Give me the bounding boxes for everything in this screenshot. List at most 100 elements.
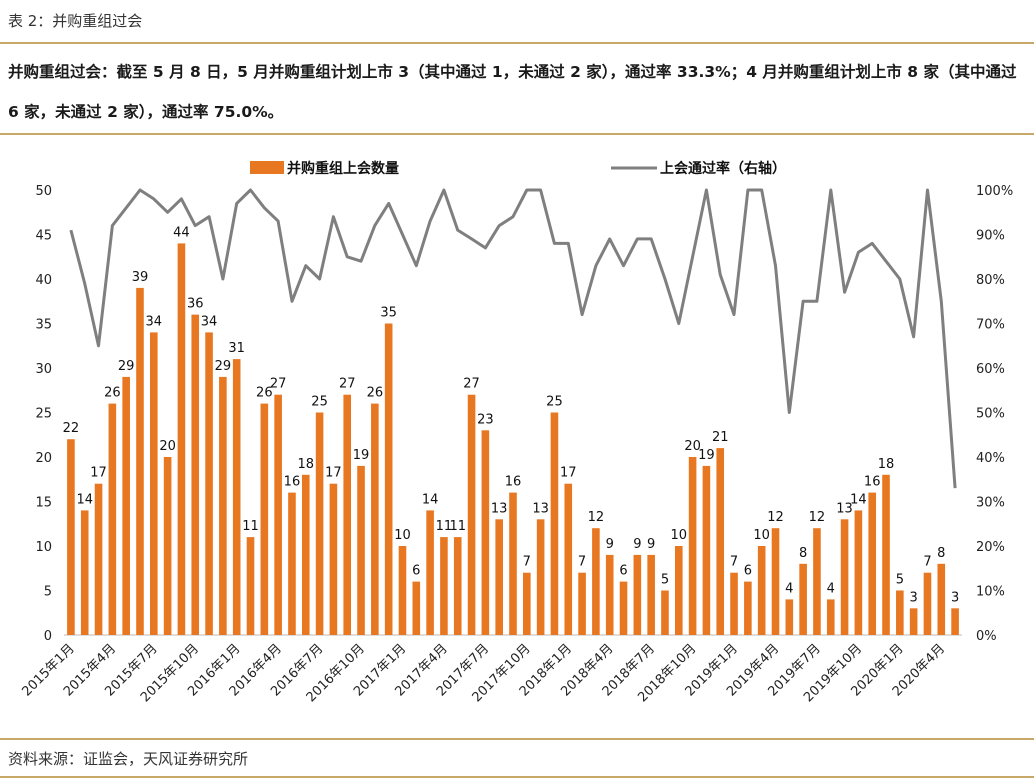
- bar: [813, 528, 821, 635]
- right-axis-tick-label: 80%: [976, 273, 1005, 288]
- bar: [716, 448, 725, 635]
- left-axis-tick-label: 35: [35, 318, 52, 333]
- bar: [150, 332, 158, 635]
- bar: [67, 439, 75, 635]
- bar-value-label: 12: [767, 510, 784, 525]
- source-note: 资料来源：证监会，天风证券研究所: [8, 750, 249, 768]
- bar-value-label: 3: [951, 590, 959, 605]
- footer-divider: [0, 738, 1034, 740]
- legend-line-label: 上会通过率（右轴）: [660, 160, 786, 177]
- bar: [260, 403, 269, 635]
- bar-value-label: 16: [284, 475, 301, 490]
- right-axis-tick-label: 10%: [976, 585, 1005, 600]
- left-axis-tick-label: 20: [35, 451, 52, 466]
- bar: [440, 537, 448, 635]
- bar: [674, 546, 683, 635]
- bar: [605, 554, 614, 635]
- left-axis-tick-label: 10: [35, 540, 52, 555]
- bar: [647, 554, 655, 635]
- pass-rate-line: [69, 188, 957, 489]
- legend-bar-swatch: [250, 161, 284, 174]
- bar-value-label: 6: [744, 564, 752, 579]
- bar: [909, 608, 918, 635]
- bar: [384, 323, 393, 635]
- top-divider: [0, 42, 1034, 44]
- bar-value-label: 35: [380, 306, 397, 321]
- bar: [523, 572, 531, 635]
- bar: [246, 537, 255, 635]
- bar: [94, 483, 103, 635]
- left-axis-tick-label: 45: [35, 229, 52, 244]
- left-axis-tick-label: 25: [35, 407, 52, 422]
- bar: [854, 510, 863, 635]
- bar: [329, 483, 338, 635]
- bar: [868, 492, 876, 635]
- bar-value-label: 5: [896, 573, 904, 588]
- bar-value-label: 19: [353, 448, 370, 463]
- bar-value-label: 5: [661, 573, 669, 588]
- bar-value-label: 17: [560, 466, 577, 481]
- bar-value-label: 4: [785, 581, 793, 596]
- left-axis-tick-label: 50: [35, 184, 52, 199]
- bar-value-label: 25: [311, 395, 328, 410]
- bar-value-label: 44: [173, 225, 190, 240]
- bar-value-label: 27: [339, 377, 356, 392]
- bar-value-label: 10: [394, 528, 411, 543]
- bar-value-label: 4: [827, 581, 835, 596]
- bar: [343, 394, 352, 635]
- bar: [80, 510, 89, 635]
- bar-value-label: 31: [228, 341, 245, 356]
- bar-value-label: 8: [937, 546, 945, 561]
- right-axis-tick-label: 30%: [976, 496, 1005, 511]
- bar-value-label: 16: [864, 475, 881, 490]
- left-axis-tick-label: 40: [35, 273, 52, 288]
- bar: [412, 581, 421, 635]
- right-axis-tick-label: 50%: [976, 407, 1005, 422]
- bar-value-label: 17: [90, 466, 107, 481]
- bar-value-label: 10: [753, 528, 770, 543]
- bar-value-label: 22: [63, 421, 80, 436]
- bar: [301, 474, 310, 635]
- bar-value-label: 8: [799, 546, 807, 561]
- bar-value-label: 9: [606, 537, 614, 552]
- bar-value-label: 20: [159, 439, 176, 454]
- bar: [757, 546, 766, 635]
- bar: [702, 465, 711, 635]
- bar-value-label: 29: [215, 359, 232, 374]
- bar: [232, 359, 241, 635]
- bar: [495, 519, 503, 635]
- bar: [550, 412, 559, 635]
- left-axis-tick-label: 30: [35, 362, 52, 377]
- bar-value-label: 17: [325, 466, 342, 481]
- bar: [467, 394, 476, 635]
- bar: [191, 314, 200, 635]
- bar-value-label: 27: [270, 377, 287, 392]
- bar-value-label: 16: [505, 475, 522, 490]
- bar: [896, 590, 904, 635]
- bar-value-label: 7: [523, 555, 531, 570]
- bar: [730, 572, 738, 635]
- bar-value-label: 9: [647, 537, 655, 552]
- bar-value-label: 13: [836, 501, 853, 516]
- bar: [840, 519, 849, 635]
- bar: [937, 563, 946, 635]
- bar: [453, 537, 462, 635]
- bar-value-label: 6: [619, 564, 627, 579]
- bar-value-label: 13: [532, 501, 549, 516]
- bar: [882, 474, 890, 635]
- right-axis-tick-label: 0%: [976, 629, 997, 644]
- chart-area: 051015202530354045500%10%20%30%40%50%60%…: [19, 160, 1013, 705]
- bar: [785, 599, 794, 635]
- bar-value-label: 7: [730, 555, 738, 570]
- bar: [357, 465, 365, 635]
- bar: [315, 412, 324, 635]
- right-axis-tick-label: 40%: [976, 451, 1005, 466]
- bar: [536, 519, 545, 635]
- bar: [661, 590, 669, 635]
- bar-value-label: 11: [449, 519, 466, 534]
- bar-value-label: 20: [684, 439, 701, 454]
- bar: [923, 572, 932, 635]
- bar-value-label: 26: [367, 386, 384, 401]
- bar: [619, 581, 628, 635]
- bar: [826, 599, 835, 635]
